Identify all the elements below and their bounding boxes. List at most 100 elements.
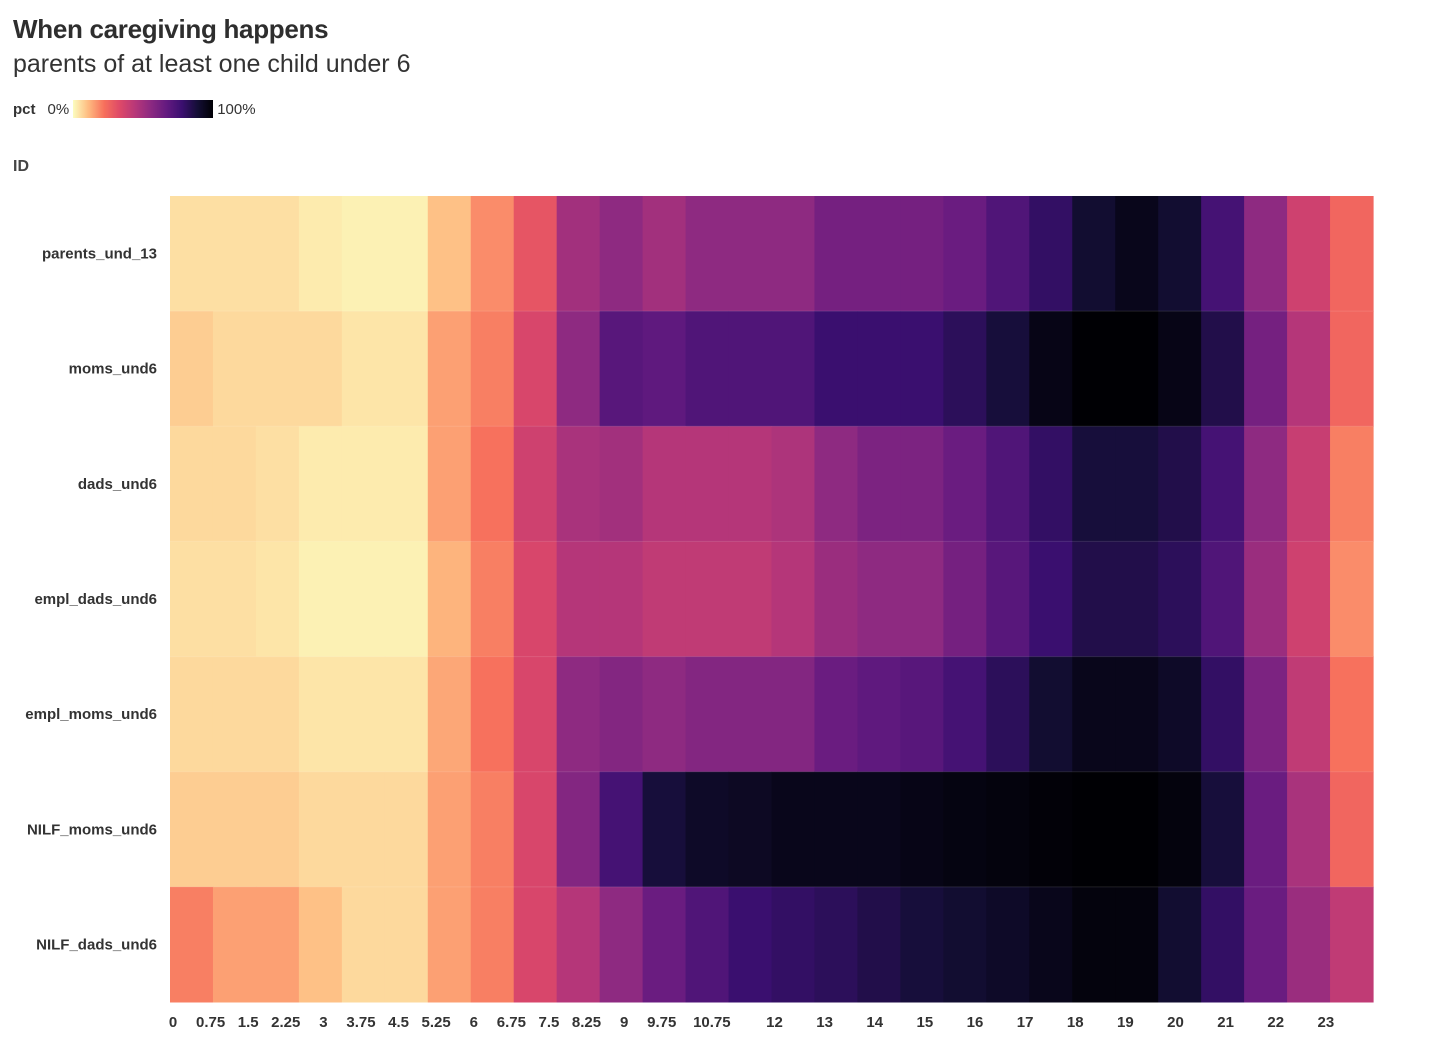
- x-tick-label: 18: [1067, 1014, 1084, 1031]
- heatmap-cell: [384, 771, 429, 888]
- heatmap-cell: [556, 541, 601, 658]
- heatmap-cell: [556, 771, 601, 888]
- heatmap-cell: [384, 541, 429, 658]
- heatmap-cell: [1330, 656, 1374, 773]
- heatmap-cell: [642, 771, 687, 888]
- heatmap-cell: [1115, 656, 1159, 773]
- heatmap-cell: [943, 886, 987, 1003]
- y-tick-label: empl_moms_und6: [25, 706, 157, 723]
- y-tick-label: moms_und6: [69, 361, 157, 378]
- heatmap-cell: [771, 771, 816, 888]
- heatmap-cell: [1072, 771, 1116, 888]
- heatmap-cell: [986, 311, 1030, 427]
- legend-min: 0%: [47, 100, 70, 118]
- x-tick-label: 21: [1217, 1014, 1234, 1031]
- heatmap-cell: [943, 541, 987, 658]
- heatmap-cell: [470, 541, 515, 658]
- heatmap-cell: [212, 771, 257, 888]
- heatmap-cell: [771, 426, 816, 542]
- heatmap-cell: [1115, 311, 1159, 427]
- heatmap-cell: [986, 656, 1030, 773]
- heatmap-cell: [341, 771, 386, 888]
- heatmap-cell: [255, 541, 300, 658]
- heatmap-cell: [900, 311, 944, 427]
- heatmap-cell: [1244, 771, 1288, 888]
- heatmap-cell: [1287, 541, 1331, 658]
- heatmap-cell: [1330, 426, 1374, 542]
- heatmap-cell: [771, 541, 816, 658]
- heatmap-cell: [1029, 886, 1073, 1003]
- heatmap-cell: [298, 541, 343, 658]
- heatmap-cell: [384, 886, 429, 1003]
- x-tick-label: 2.25: [271, 1014, 300, 1031]
- legend-label: pct: [13, 100, 36, 118]
- heatmap-cell: [685, 771, 730, 888]
- heatmap-cell: [642, 196, 687, 312]
- heatmap-cell: [1072, 196, 1116, 312]
- heatmap-cell: [556, 311, 601, 427]
- heatmap-cell: [685, 656, 730, 773]
- y-tick-label: NILF_moms_und6: [27, 821, 157, 838]
- heatmap-cell: [642, 426, 687, 542]
- heatmap-cell: [298, 196, 343, 312]
- x-tick-label: 16: [967, 1014, 984, 1031]
- heatmap-cell: [1029, 311, 1073, 427]
- x-tick-label: 23: [1318, 1014, 1335, 1031]
- heatmap-cell: [857, 656, 901, 773]
- heatmap-cell: [170, 541, 214, 658]
- heatmap-cell: [384, 196, 429, 312]
- heatmap-cell: [943, 196, 987, 312]
- heatmap-cell: [642, 541, 687, 658]
- x-tick-label: 3.75: [346, 1014, 375, 1031]
- heatmap-cell: [513, 541, 558, 658]
- heatmap-cell: [857, 196, 901, 312]
- heatmap-cell: [685, 311, 730, 427]
- heatmap-cell: [814, 426, 859, 542]
- x-tick-label: 6: [470, 1014, 478, 1031]
- x-tick-label: 14: [866, 1014, 883, 1031]
- heatmap-cell: [728, 886, 773, 1003]
- heatmap-cell: [642, 656, 687, 773]
- heatmap-cell: [1201, 426, 1245, 542]
- heatmap-cell: [728, 771, 773, 888]
- heatmap-cell: [170, 886, 214, 1003]
- heatmap-cell: [1330, 311, 1374, 427]
- chart-title: When caregiving happens: [13, 14, 329, 44]
- heatmap-cell: [513, 656, 558, 773]
- heatmap-cell: [1330, 196, 1374, 312]
- heatmap-cell: [1201, 771, 1245, 888]
- heatmap-cell: [1158, 771, 1202, 888]
- heatmap-cell: [170, 426, 214, 542]
- heatmap-cell: [900, 196, 944, 312]
- heatmap-cell: [1244, 311, 1288, 427]
- x-tick-label: 12: [766, 1014, 783, 1031]
- heatmap-cell: [384, 311, 429, 427]
- heatmap-cell: [943, 656, 987, 773]
- x-tick-label: 9.75: [647, 1014, 676, 1031]
- heatmap-cell: [384, 656, 429, 773]
- heatmap-cell: [1072, 311, 1116, 427]
- heatmap-cell: [857, 311, 901, 427]
- heatmap-cell: [1115, 541, 1159, 658]
- y-tick-label: parents_und_13: [42, 246, 157, 263]
- heatmap-cell: [212, 656, 257, 773]
- heatmap-cell: [341, 196, 386, 312]
- heatmap-cell: [857, 426, 901, 542]
- heatmap-cell: [1029, 541, 1073, 658]
- heatmap-cell: [1072, 426, 1116, 542]
- heatmap-cell: [513, 426, 558, 542]
- heatmap-cell: [1158, 886, 1202, 1003]
- heatmap-cell: [513, 771, 558, 888]
- heatmap-cell: [341, 656, 386, 773]
- heatmap-cell: [1201, 886, 1245, 1003]
- heatmap-cell: [943, 426, 987, 542]
- x-tick-label: 10.75: [693, 1014, 731, 1031]
- heatmap-cell: [212, 311, 257, 427]
- heatmap-cell: [1029, 656, 1073, 773]
- x-tick-label: 0: [169, 1014, 177, 1031]
- heatmap-cell: [470, 886, 515, 1003]
- heatmap-cell: [814, 771, 859, 888]
- heatmap-cell: [1201, 311, 1245, 427]
- y-tick-label: NILF_dads_und6: [36, 936, 157, 953]
- heatmap-cell: [857, 886, 901, 1003]
